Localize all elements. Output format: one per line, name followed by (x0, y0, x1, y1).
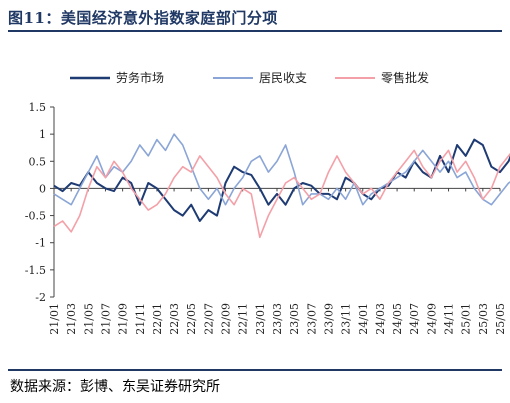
y-tick-label: -1 (35, 237, 46, 250)
y-tick-label: 0 (39, 182, 46, 195)
series-line-1 (53, 138, 510, 222)
y-tick-label: 1 (39, 128, 46, 141)
x-tick-label: 24/01 (357, 303, 370, 335)
series-line-2 (53, 133, 510, 206)
line-chart: 劳务市场 居民收支 零售批发 1.5 1 0.5 0 -0.5 -1 -1.5 -221/01 21… (25, 70, 510, 335)
figure-title: 图11：美国经济意外指数家庭部门分项 (8, 9, 278, 27)
series-line-3 (53, 149, 510, 239)
x-tick-label: 21/01 (48, 303, 61, 335)
legend-label-3: 零售批发 (381, 70, 429, 85)
legend-label-1: 劳务市场 (116, 70, 164, 85)
x-tick-label: 22/03 (168, 303, 181, 335)
x-tick-label: 24/09 (425, 303, 438, 335)
title-rule (8, 30, 502, 32)
x-tick-label: 24/11 (443, 303, 456, 335)
x-tick-label: 24/03 (374, 303, 387, 335)
x-tick-label: 21/11 (134, 303, 147, 335)
x-tick-label: 25/05 (494, 303, 507, 335)
x-tick-label: 21/09 (117, 303, 130, 335)
legend-label-2: 居民收支 (259, 71, 307, 85)
x-tick-label: 23/09 (322, 303, 335, 335)
x-tick-label: 21/07 (99, 303, 112, 335)
y-tick-label: 1.5 (29, 101, 47, 114)
x-tick-label: 22/05 (185, 303, 198, 335)
x-tick-label: 23/01 (254, 303, 267, 335)
chart-legend: 劳务市场 居民收支 零售批发 (70, 70, 429, 85)
x-tick-label: 24/07 (408, 303, 421, 335)
x-tick-label: 22/11 (237, 303, 250, 335)
chart-lines (53, 133, 510, 239)
y-tick-label: -2 (35, 291, 46, 304)
chart-axes: 1.5 1 0.5 0 -0.5 -1 -1.5 -221/01 21/03 21/05 21/07… (25, 101, 507, 335)
x-tick-label: 23/03 (271, 303, 284, 335)
x-tick-label: 22/09 (220, 303, 233, 335)
x-tick-label: 21/05 (82, 303, 95, 335)
x-tick-label: 25/01 (460, 303, 473, 335)
x-tick-label: 23/05 (288, 303, 301, 335)
y-tick-label: -0.5 (25, 210, 46, 223)
y-tick-label: -1.5 (25, 264, 46, 277)
source-note: 数据来源：彭博、东吴证券研究所 (10, 379, 220, 395)
x-tick-label: 24/05 (391, 303, 404, 335)
x-tick-label: 23/07 (305, 303, 318, 335)
x-tick-label: 23/11 (340, 303, 353, 335)
x-tick-label: 21/03 (65, 303, 78, 335)
x-tick-label: 25/03 (477, 303, 490, 335)
x-tick-label: 22/07 (202, 303, 215, 335)
x-tick-label: 22/01 (151, 303, 164, 335)
source-rule (8, 369, 502, 371)
y-tick-label: 0.5 (29, 155, 47, 168)
